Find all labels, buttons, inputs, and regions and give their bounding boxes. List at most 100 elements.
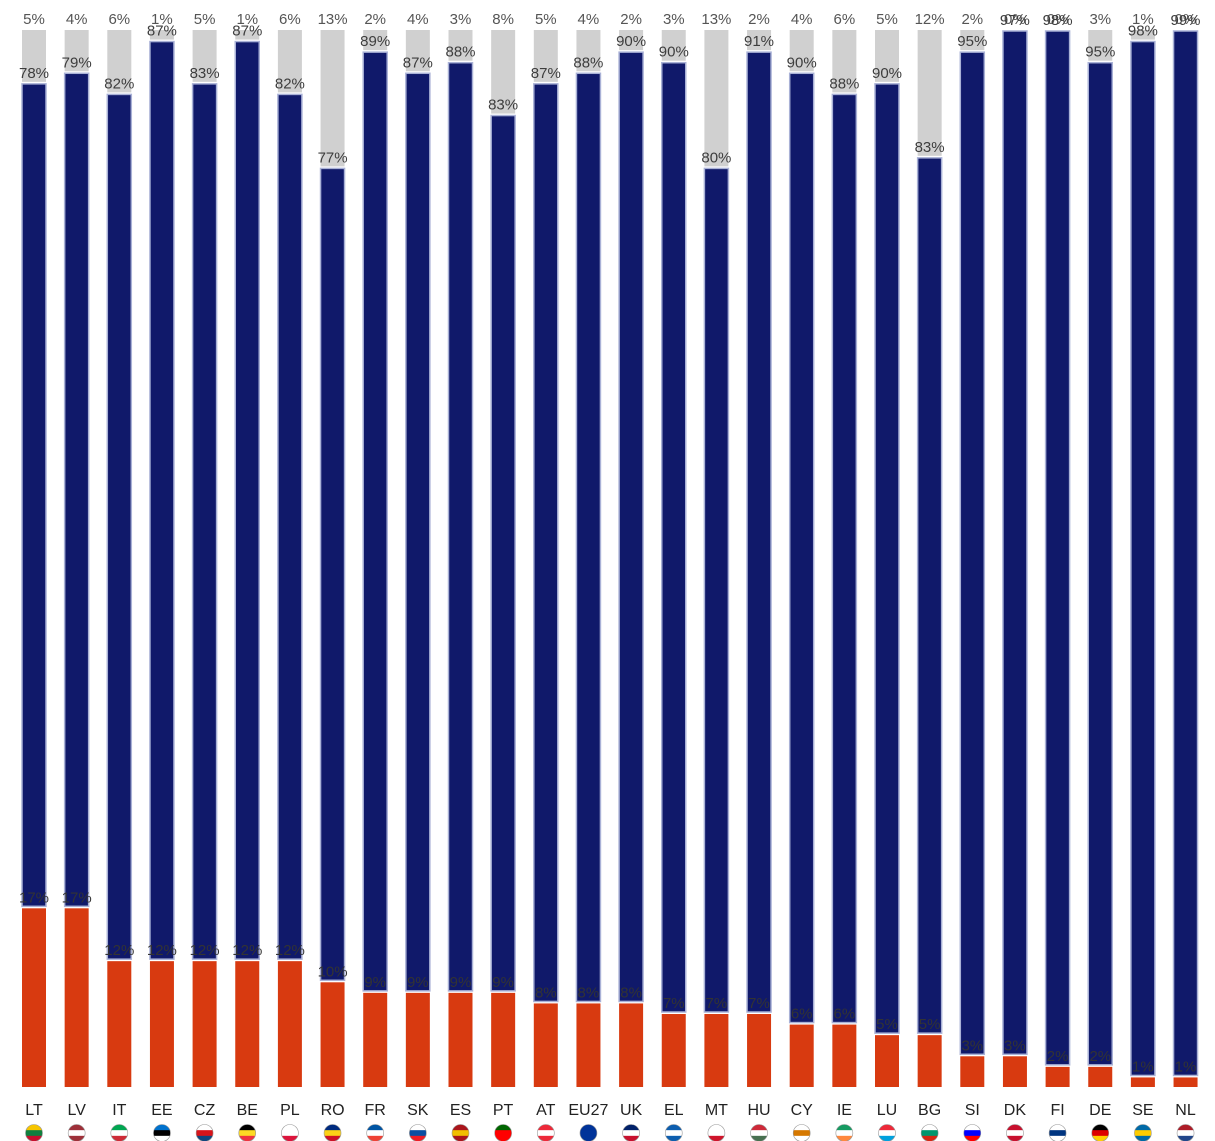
bar-segment-be-s1 [235,961,260,1087]
bar-segment-nl-s1 [1173,1077,1198,1087]
data-label-sk-s2: 87% [403,54,433,71]
data-label-ee-s3: 1% [151,11,173,28]
category-label-es: ES [450,1102,471,1119]
bar-segment-hu-s2 [746,51,772,1013]
bar-segment-at-s2 [533,83,559,1003]
bars-layer [21,30,1199,1087]
flag-ro-icon [323,1124,342,1141]
data-label-pl-s1: 12% [275,942,305,959]
bar-segment-dk-s1 [1002,1056,1027,1087]
data-label-cy-s2: 90% [787,54,817,71]
flag-fr-icon [366,1124,384,1141]
data-label-lv-s2: 79% [62,54,92,71]
category-label-lu: LU [877,1102,897,1119]
flag-fi-icon [1048,1124,1067,1141]
bar-segment-nl-s2 [1172,30,1199,1077]
data-label-mt-s1: 7% [706,995,728,1012]
data-label-cz-s3: 5% [194,11,216,28]
data-label-nl-s3: 0% [1175,11,1197,28]
data-label-ee-s2: 87% [147,23,177,40]
flag-at-icon [537,1124,555,1141]
data-label-be-s2: 87% [232,23,262,40]
category-label-ee: EE [151,1102,172,1119]
bar-segment-bg-s3 [917,30,942,156]
flag-pl-icon [281,1124,299,1141]
data-label-ie-s1: 6% [834,1006,856,1023]
bar-segment-lu-s2 [874,83,900,1034]
bar-segment-bg-s1 [917,1035,942,1087]
labels-layer: 5%78%17%4%79%17%6%82%12%1%87%12%5%83%12%… [19,11,1201,1075]
bar-segment-de-s3 [1088,30,1113,61]
category-label-fr: FR [365,1102,386,1119]
bar-segment-ro-s1 [320,982,345,1087]
data-label-fi-s2: 98% [1043,12,1073,29]
data-label-se-s3: 1% [1132,11,1154,28]
flag-se-icon [1134,1124,1152,1141]
bar-segment-lt-s2 [21,83,47,908]
bar-segment-ie-s1 [832,1024,857,1087]
flag-ee-icon [153,1124,171,1141]
data-label-pt-s2: 83% [488,97,518,114]
category-label-pl: PL [280,1102,300,1119]
bar-segment-eu27-s1 [576,1003,601,1087]
data-label-eu27-s2: 88% [573,54,603,71]
bar-segment-uk-s3 [619,30,644,51]
data-label-eu27-s3: 4% [578,11,600,28]
bar-segment-pl-s2 [277,93,303,960]
bar-segment-be-s2 [234,40,260,960]
data-label-lv-s3: 4% [66,11,88,28]
data-label-lt-s2: 78% [19,65,49,82]
bar-segment-ee-s2 [149,40,175,960]
bar-segment-cz-s1 [192,961,217,1087]
category-label-ie: IE [837,1102,852,1119]
data-label-de-s2: 95% [1085,44,1115,61]
data-label-mt-s2: 80% [701,149,731,166]
category-label-it: IT [112,1102,126,1119]
flag-si-icon [963,1124,982,1141]
bar-segment-lt-s1 [22,908,46,1087]
bar-segment-se-s2 [1130,40,1156,1077]
bar-segment-hu-s1 [747,1014,772,1087]
flag-lt-icon [25,1124,43,1141]
bar-segment-lu-s1 [875,1035,899,1087]
data-label-mt-s3: 13% [701,11,731,28]
data-label-it-s1: 12% [104,942,134,959]
flag-nl-icon [1176,1124,1195,1141]
bar-segment-si-s1 [960,1056,985,1087]
bar-segment-lv-s2 [63,72,90,908]
bar-segment-es-s2 [447,61,474,992]
bar-segment-mt-s1 [704,1014,729,1087]
bar-segment-pt-s1 [491,992,516,1087]
category-label-ro: RO [321,1102,345,1119]
bar-segment-pt-s2 [490,114,516,992]
data-label-lu-s1: 5% [876,1016,898,1033]
category-label-bg: BG [918,1102,941,1119]
bar-segment-sk-s2 [405,72,431,992]
category-label-at: AT [536,1102,555,1119]
data-label-pl-s3: 6% [279,11,301,28]
flag-mt-icon [707,1124,726,1141]
bar-segment-si-s3 [960,30,985,51]
flag-hu-icon [750,1124,768,1141]
bar-segment-dk-s2 [1002,30,1028,1056]
bar-segment-lv-s1 [64,908,89,1087]
data-label-se-s2: 98% [1128,23,1158,40]
data-label-hu-s2: 91% [744,33,774,50]
bar-segment-fi-s2 [1044,30,1071,1066]
category-label-mt: MT [705,1102,728,1119]
data-label-es-s3: 3% [450,11,472,28]
data-label-hu-s1: 7% [748,995,770,1012]
data-label-lv-s1: 17% [62,889,92,906]
bar-segment-sk-s3 [405,30,430,72]
data-label-at-s3: 5% [535,11,557,28]
bar-segment-ee-s1 [149,961,174,1087]
data-label-bg-s2: 83% [915,139,945,156]
data-label-dk-s1: 3% [1004,1037,1026,1054]
data-label-it-s2: 82% [104,75,134,92]
bar-segment-lv-s3 [64,30,89,72]
data-label-dk-s3: 0% [1004,11,1026,28]
data-label-ro-s2: 77% [318,149,348,166]
bar-segment-uk-s1 [619,1003,644,1087]
data-label-lt-s1: 17% [19,889,49,906]
flag-es-icon [451,1124,470,1141]
